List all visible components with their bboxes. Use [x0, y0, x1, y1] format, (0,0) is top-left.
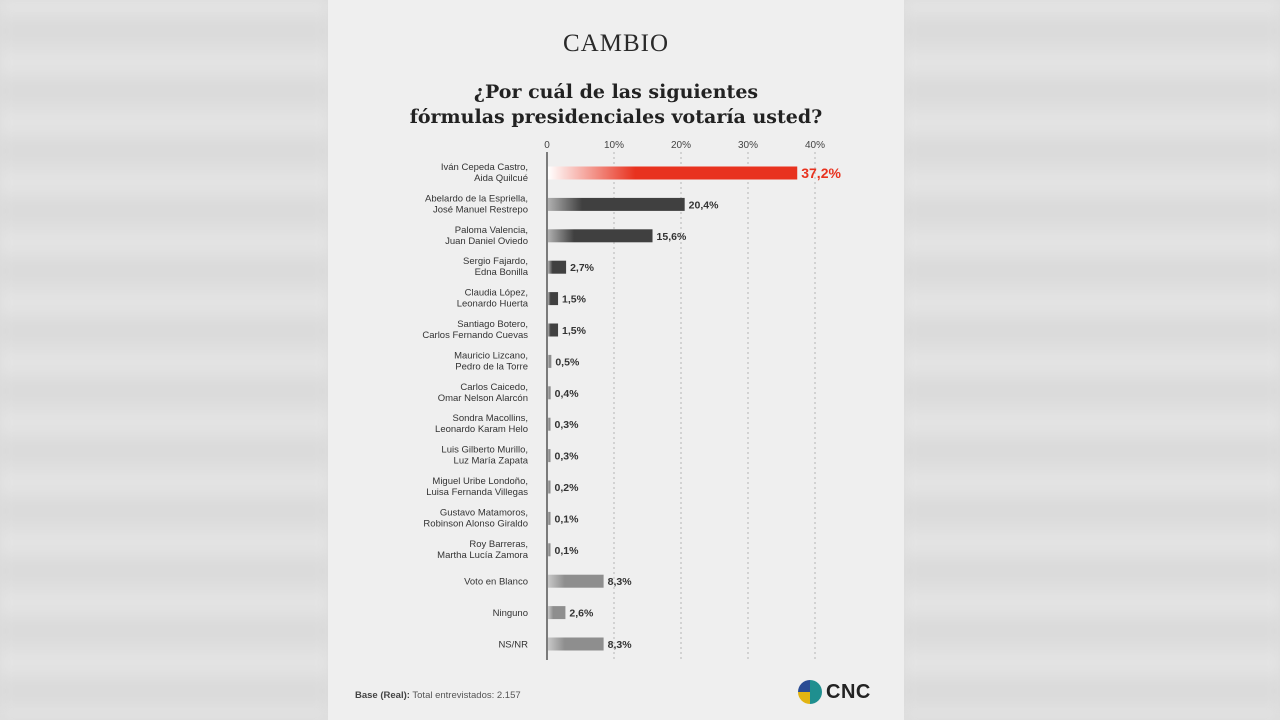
value-label: 0,5%: [555, 356, 580, 368]
bar: [548, 292, 559, 306]
category-label: Gustavo Matamoros, Robinson Alonso Girald…: [423, 507, 528, 529]
category-label: Voto en Blanco: [464, 577, 528, 588]
bar: [548, 260, 567, 274]
bar: [548, 511, 551, 525]
bar: [548, 637, 604, 651]
category-label: Iván Cepeda Castro, Aida Quilcué: [441, 162, 528, 184]
value-label: 0,3%: [555, 419, 580, 431]
blurred-background-left: [0, 0, 328, 720]
blurred-background-right: [904, 0, 1280, 720]
bar: [548, 354, 552, 368]
x-tick-label: 0: [544, 140, 550, 151]
value-label: 2,6%: [569, 608, 594, 620]
bar: [548, 417, 551, 431]
chart-title-line-1: ¿Por cuál de las siguientes: [473, 81, 759, 103]
value-label: 8,3%: [608, 639, 633, 651]
category-label: Carlos Caicedo, Omar Nelson Alarcón: [438, 382, 528, 404]
category-label: Roy Barreras, Martha Lucía Zamora: [437, 539, 529, 561]
category-label: Santiago Botero, Carlos Fernando Cuevas: [422, 319, 528, 341]
cnc-logo: CNC: [798, 680, 871, 704]
value-label: 8,3%: [608, 576, 633, 588]
bar: [548, 197, 685, 211]
value-label: 20,4%: [689, 199, 719, 211]
value-label: 1,5%: [562, 294, 587, 306]
category-label: Abelardo de la Espriella, José Manuel Res…: [425, 193, 528, 215]
value-label: 0,4%: [555, 388, 580, 400]
value-label: 1,5%: [562, 325, 587, 337]
footer-base-text: Total entrevistados: 2.157: [412, 690, 521, 701]
bar: [548, 323, 559, 337]
category-label: Paloma Valencia, Juan Daniel Oviedo: [445, 225, 528, 247]
category-label: NS/NR: [498, 640, 528, 651]
chart-title: ¿Por cuál de las siguientes fórmulas pre…: [328, 80, 904, 130]
cnc-logo-text: CNC: [826, 680, 871, 703]
x-tick-label: 10%: [604, 140, 624, 151]
category-label: Sondra Macollins, Leonardo Karam Helo: [435, 413, 528, 435]
value-label: 15,6%: [657, 231, 687, 243]
category-label: Ninguno: [493, 608, 528, 619]
category-label: Mauricio Lizcano, Pedro de la Torre: [454, 350, 528, 372]
bar: [548, 386, 551, 400]
x-tick-label: 30%: [738, 140, 758, 151]
bar: [548, 606, 566, 620]
category-label: Sergio Fajardo, Edna Bonilla: [463, 256, 529, 278]
value-label: 37,2%: [801, 165, 841, 181]
value-label: 2,7%: [570, 262, 595, 274]
value-label: 0,2%: [555, 482, 580, 494]
category-label: Claudia López, Leonardo Huerta: [457, 288, 529, 310]
value-label: 0,1%: [555, 513, 580, 525]
category-label: Miguel Uribe Londoño, Luisa Fernanda Vill…: [426, 476, 528, 498]
bar: [548, 543, 551, 557]
infographic-panel: CAMBIO ¿Por cuál de las siguientes fórmu…: [328, 0, 904, 720]
cnc-logo-icon: [798, 680, 822, 704]
bar: [548, 449, 551, 463]
value-label: 0,3%: [555, 451, 580, 463]
bar-chart: 0 10% 20% 30% 40% 37,2% Iván Cepeda Castro, Aid…: [422, 140, 841, 660]
footer-base-label: Base (Real):: [355, 690, 410, 701]
bar: [548, 480, 551, 494]
brand-logo: CAMBIO: [562, 30, 669, 57]
bar: [548, 574, 604, 588]
footer-note: Base (Real): Total entrevistados: 2.157: [355, 690, 521, 701]
value-label: 0,1%: [555, 545, 580, 557]
chart-title-line-2: fórmulas presidenciales votaría usted?: [409, 106, 823, 128]
x-tick-label: 20%: [671, 140, 691, 151]
bar: [548, 229, 653, 243]
bar: [548, 166, 798, 180]
x-tick-label: 40%: [805, 140, 825, 151]
category-label: Luis Gilberto Murillo, Luz María Zapata: [441, 445, 528, 467]
